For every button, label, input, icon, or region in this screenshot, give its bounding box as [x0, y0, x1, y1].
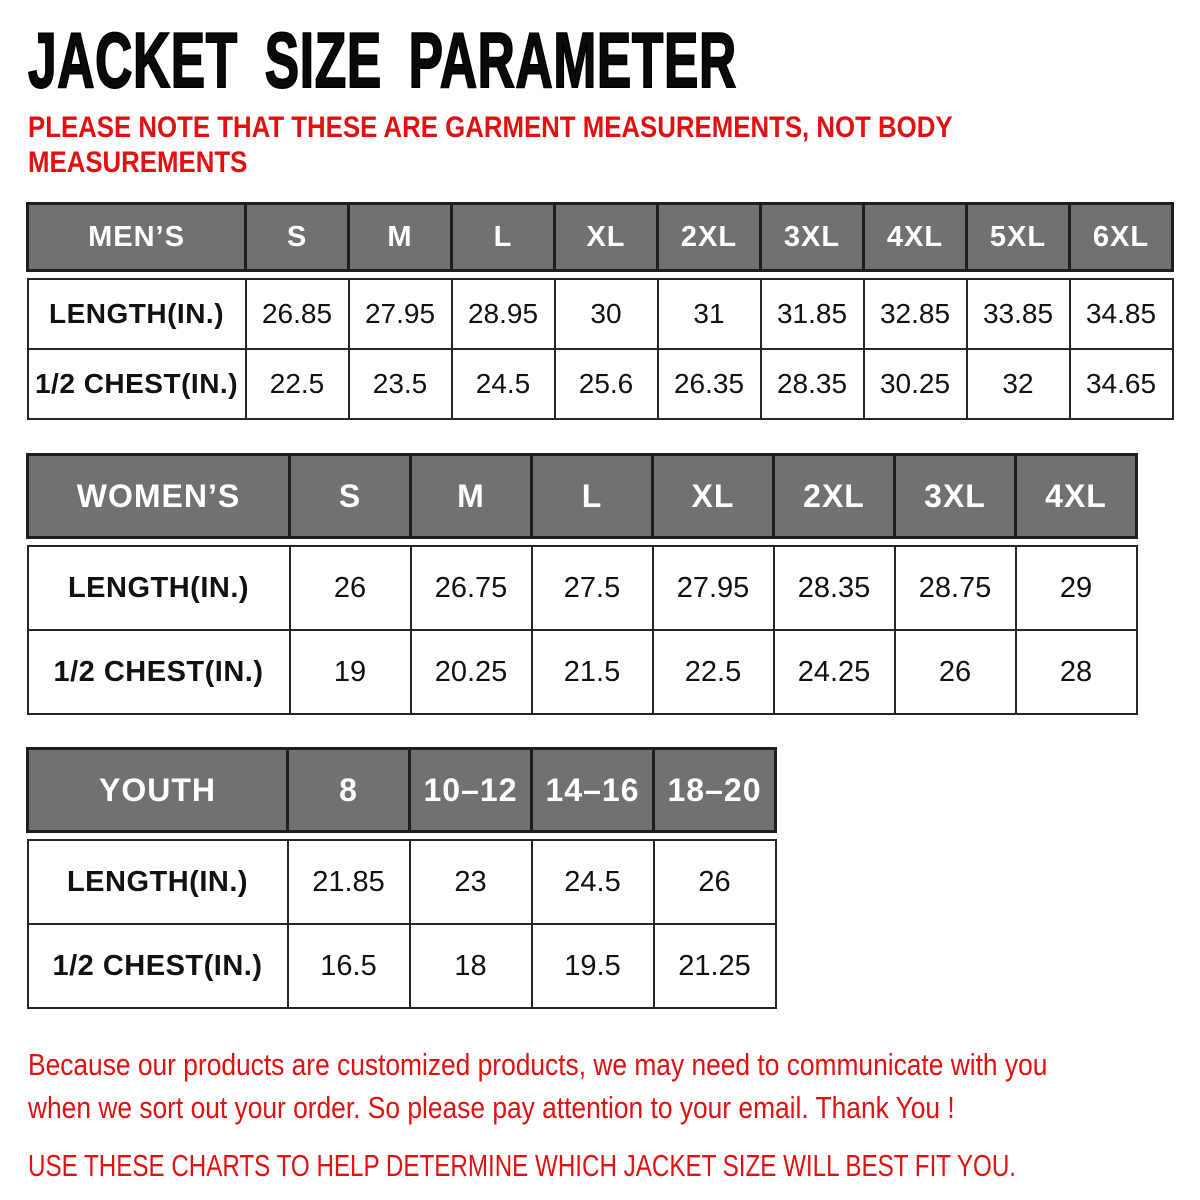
- header-body-gap-cell: [27, 537, 1137, 546]
- measurement-value-cell: 32: [965, 348, 1071, 420]
- size-column-header: 14–16: [530, 747, 655, 833]
- measurement-value-cell: 34.85: [1068, 278, 1174, 350]
- measurement-value-cell: 32.85: [862, 278, 968, 350]
- measurement-row-label: 1/2 CHEST(IN.): [26, 923, 289, 1009]
- measurement-value-cell: 18: [408, 923, 533, 1009]
- table-row: LENGTH(IN.) 26.85 27.95 28.95 30 31 31.85 32.85…: [26, 278, 1174, 350]
- measurement-row-label: LENGTH(IN.): [26, 839, 289, 925]
- mens-table: MEN’S S M L XL 2XL 3XL 4XL 5XL 6XL LENGTH(IN.) 26.8…: [26, 202, 1174, 420]
- header-body-gap: [27, 270, 1173, 279]
- page-title: JACKET SIZE PARAMETER: [27, 16, 737, 104]
- measurement-value-cell: 24.25: [772, 629, 896, 715]
- measurement-row-label: 1/2 CHEST(IN.): [26, 629, 291, 715]
- measurement-value-cell: 26: [652, 839, 777, 925]
- measurement-value-cell: 16.5: [286, 923, 411, 1009]
- measurement-value-cell: 19: [288, 629, 412, 715]
- measurement-value-cell: 26.75: [409, 545, 533, 631]
- header-body-gap: [27, 831, 776, 840]
- measurement-value-cell: 34.65: [1068, 348, 1174, 420]
- measurement-value-cell: 27.95: [347, 278, 453, 350]
- womens-table: WOMEN’S S M L XL 2XL 3XL 4XL LENGTH(IN.) 26 26.75 2…: [26, 453, 1138, 715]
- measurement-value-cell: 27.95: [651, 545, 775, 631]
- measurement-value-cell: 22.5: [651, 629, 775, 715]
- youth-table-title: YOUTH: [26, 747, 289, 833]
- measurement-value-cell: 19.5: [530, 923, 655, 1009]
- size-column-header: 6XL: [1068, 202, 1174, 272]
- measurement-value-cell: 29: [1014, 545, 1138, 631]
- measurement-value-cell: 23.5: [347, 348, 453, 420]
- measurement-value-cell: 26.35: [656, 348, 762, 420]
- size-column-header: 4XL: [1014, 453, 1138, 539]
- mens-table-title: MEN’S: [26, 202, 247, 272]
- size-column-header: 18–20: [652, 747, 777, 833]
- size-column-header: M: [409, 453, 533, 539]
- size-column-header: L: [450, 202, 556, 272]
- measurement-value-cell: 26.85: [244, 278, 350, 350]
- measurement-value-cell: 31.85: [759, 278, 865, 350]
- table-row: LENGTH(IN.) 21.85 23 24.5 26: [26, 839, 777, 925]
- measurement-value-cell: 31: [656, 278, 762, 350]
- header-body-gap-cell: [27, 270, 1173, 279]
- measurement-row-label: LENGTH(IN.): [26, 278, 247, 350]
- measurement-value-cell: 22.5: [244, 348, 350, 420]
- size-column-header: S: [288, 453, 412, 539]
- size-column-header: L: [530, 453, 654, 539]
- womens-header-row: WOMEN’S S M L XL 2XL 3XL 4XL: [26, 453, 1138, 539]
- customization-notice: Because our products are customized prod…: [28, 1043, 1048, 1129]
- measurement-value-cell: 24.5: [450, 348, 556, 420]
- womens-size-table: WOMEN’S S M L XL 2XL 3XL 4XL LENGTH(IN.) 26 26.75 2…: [26, 453, 1200, 715]
- size-column-header: 10–12: [408, 747, 533, 833]
- size-column-header: 2XL: [772, 453, 896, 539]
- youth-table: YOUTH 8 10–12 14–16 18–20 LENGTH(IN.) 21.85 23 2…: [26, 747, 777, 1009]
- size-column-header: 4XL: [862, 202, 968, 272]
- header-body-gap-cell: [27, 831, 776, 840]
- measurement-value-cell: 27.5: [530, 545, 654, 631]
- measurement-value-cell: 26: [288, 545, 412, 631]
- measurement-value-cell: 33.85: [965, 278, 1071, 350]
- measurement-value-cell: 24.5: [530, 839, 655, 925]
- header-body-gap: [27, 537, 1137, 546]
- customization-notice-line-1: Because our products are customized prod…: [28, 1047, 1048, 1082]
- table-row: 1/2 CHEST(IN.) 22.5 23.5 24.5 25.6 26.35 28.35…: [26, 348, 1174, 420]
- measurement-row-label: 1/2 CHEST(IN.): [26, 348, 247, 420]
- size-column-header: S: [244, 202, 350, 272]
- table-row: 1/2 CHEST(IN.) 16.5 18 19.5 21.25: [26, 923, 777, 1009]
- size-column-header: 5XL: [965, 202, 1071, 272]
- fit-guidance-line: USE THESE CHARTS TO HELP DETERMINE WHICH…: [28, 1148, 1017, 1183]
- table-row: 1/2 CHEST(IN.) 19 20.25 21.5 22.5 24.25 26 28: [26, 629, 1138, 715]
- measurement-value-cell: 21.85: [286, 839, 411, 925]
- youth-header-row: YOUTH 8 10–12 14–16 18–20: [26, 747, 777, 833]
- measurement-value-cell: 28.75: [893, 545, 1017, 631]
- measurement-value-cell: 20.25: [409, 629, 533, 715]
- measurement-value-cell: 28.95: [450, 278, 556, 350]
- note-line-2: MEASUREMENTS: [28, 146, 248, 179]
- customization-notice-line-2: when we sort out your order. So please p…: [28, 1090, 955, 1125]
- measurement-value-cell: 21.5: [530, 629, 654, 715]
- measurement-value-cell: 21.25: [652, 923, 777, 1009]
- measurement-value-cell: 23: [408, 839, 533, 925]
- measurement-value-cell: 28.35: [772, 545, 896, 631]
- measurement-value-cell: 28: [1014, 629, 1138, 715]
- size-column-header: 8: [286, 747, 411, 833]
- measurement-value-cell: 30: [553, 278, 659, 350]
- mens-header-row: MEN’S S M L XL 2XL 3XL 4XL 5XL 6XL: [26, 202, 1174, 272]
- size-column-header: M: [347, 202, 453, 272]
- mens-size-table: MEN’S S M L XL 2XL 3XL 4XL 5XL 6XL LENGTH(IN.) 26.8…: [26, 202, 1200, 420]
- size-column-header: XL: [553, 202, 659, 272]
- youth-size-table: YOUTH 8 10–12 14–16 18–20 LENGTH(IN.) 21.85 23 2…: [26, 747, 1200, 1009]
- size-column-header: 3XL: [893, 453, 1017, 539]
- note-line-1: PLEASE NOTE THAT THESE ARE GARMENT MEASU…: [28, 111, 953, 144]
- size-column-header: 3XL: [759, 202, 865, 272]
- measurement-value-cell: 28.35: [759, 348, 865, 420]
- womens-table-title: WOMEN’S: [26, 453, 291, 539]
- table-row: LENGTH(IN.) 26 26.75 27.5 27.95 28.35 28.75 29: [26, 545, 1138, 631]
- garment-measurement-note: PLEASE NOTE THAT THESE ARE GARMENT MEASU…: [28, 110, 1036, 180]
- size-column-header: XL: [651, 453, 775, 539]
- measurement-value-cell: 26: [893, 629, 1017, 715]
- size-column-header: 2XL: [656, 202, 762, 272]
- measurement-value-cell: 25.6: [553, 348, 659, 420]
- measurement-value-cell: 30.25: [862, 348, 968, 420]
- measurement-row-label: LENGTH(IN.): [26, 545, 291, 631]
